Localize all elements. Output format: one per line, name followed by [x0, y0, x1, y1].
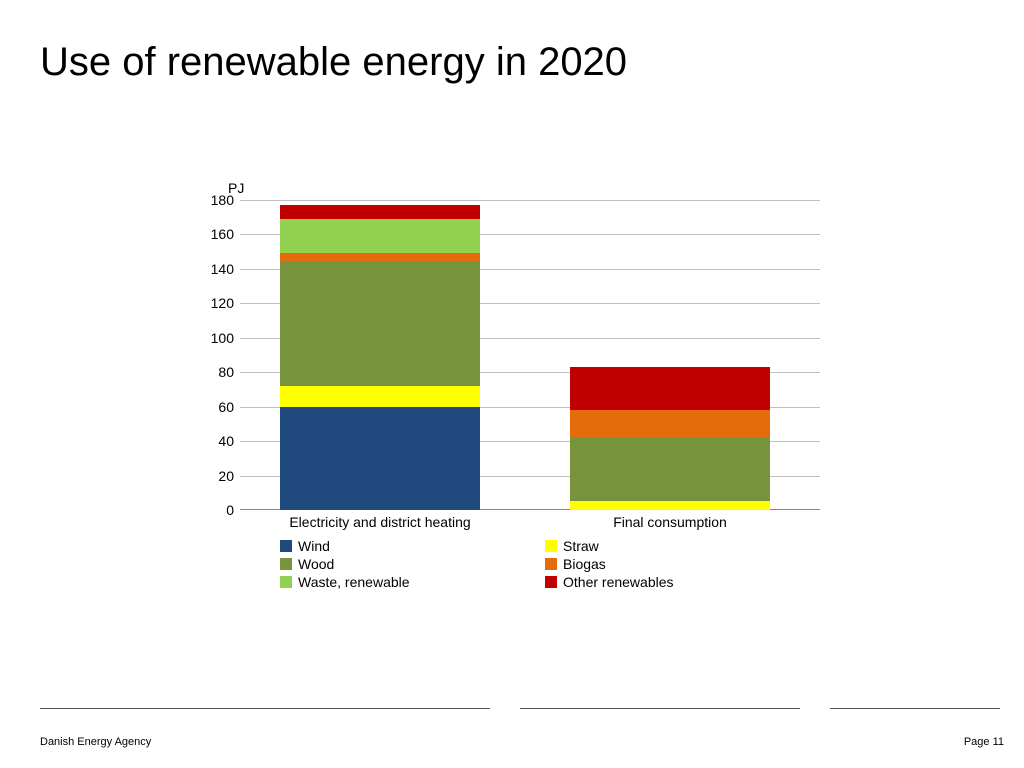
bar-segment	[280, 219, 480, 253]
bar-segment	[280, 407, 480, 510]
x-category-label: Electricity and district heating	[250, 514, 510, 530]
bar-segment	[570, 438, 770, 502]
legend-label: Wind	[298, 538, 330, 554]
bar	[570, 367, 770, 510]
legend-label: Other renewables	[563, 574, 674, 590]
y-tick-label: 0	[184, 502, 234, 518]
legend-item: Wood	[280, 556, 535, 572]
y-tick-label: 40	[184, 433, 234, 449]
y-tick-label: 100	[184, 330, 234, 346]
footer-rule	[520, 708, 800, 709]
y-tick-label: 20	[184, 468, 234, 484]
legend-swatch	[280, 540, 292, 552]
footer-rule	[830, 708, 1000, 709]
bar-segment	[570, 367, 770, 410]
legend-swatch	[545, 558, 557, 570]
page-title: Use of renewable energy in 2020	[40, 40, 627, 85]
footer-source: Danish Energy Agency	[40, 736, 151, 748]
bar-segment	[280, 205, 480, 219]
y-tick-label: 140	[184, 261, 234, 277]
legend-swatch	[280, 558, 292, 570]
y-tick-label: 180	[184, 192, 234, 208]
y-tick-label: 60	[184, 399, 234, 415]
legend-swatch	[545, 540, 557, 552]
legend-item: Waste, renewable	[280, 574, 535, 590]
legend: Wind Straw Wood Biogas Waste, renewable Other…	[280, 538, 800, 590]
legend-item: Straw	[545, 538, 800, 554]
bar-segment	[570, 410, 770, 438]
legend-swatch	[545, 576, 557, 588]
bar-segment	[280, 386, 480, 407]
legend-label: Straw	[563, 538, 599, 554]
legend-item: Other renewables	[545, 574, 800, 590]
x-category-label: Final consumption	[540, 514, 800, 530]
bar-segment	[280, 262, 480, 386]
y-tick-label: 120	[184, 295, 234, 311]
legend-label: Wood	[298, 556, 334, 572]
legend-item: Wind	[280, 538, 535, 554]
y-tick-label: 80	[184, 364, 234, 380]
legend-item: Biogas	[545, 556, 800, 572]
legend-label: Waste, renewable	[298, 574, 410, 590]
footer-rule	[40, 708, 490, 709]
legend-label: Biogas	[563, 556, 606, 572]
page-number: Page 11	[964, 736, 1004, 748]
chart: PJ 020406080100120140160180 Electricity …	[180, 200, 820, 510]
bar-segment	[280, 253, 480, 262]
bar-segment	[570, 501, 770, 510]
legend-swatch	[280, 576, 292, 588]
y-tick-label: 160	[184, 226, 234, 242]
bar	[280, 205, 480, 510]
